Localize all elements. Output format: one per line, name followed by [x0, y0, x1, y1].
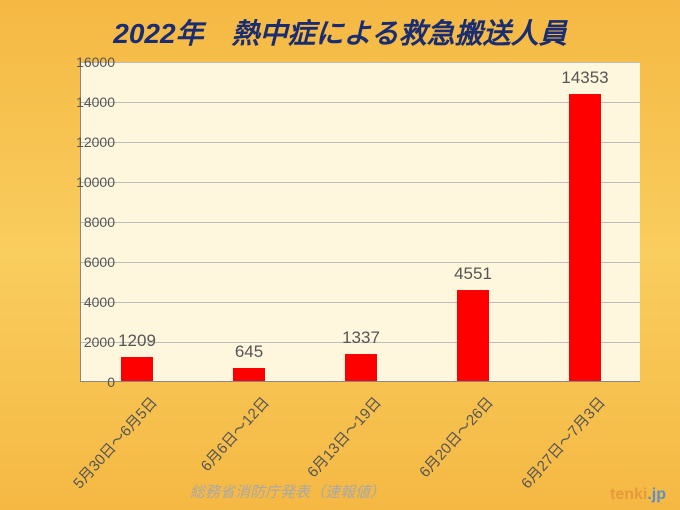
bar — [233, 368, 265, 381]
bar — [569, 94, 601, 381]
bar-value-label: 1337 — [311, 328, 411, 348]
y-tick-label: 16000 — [55, 54, 115, 70]
y-tick-label: 12000 — [55, 134, 115, 150]
bar-value-label: 14353 — [535, 68, 635, 88]
bar — [121, 357, 153, 381]
gridline — [81, 142, 640, 143]
x-tick-label: 5月30日～6月5日 — [59, 392, 162, 503]
y-tick-label: 0 — [55, 374, 115, 390]
gridline — [81, 222, 640, 223]
x-tick-label: 6月20日～26日 — [395, 392, 498, 503]
y-tick-label: 2000 — [55, 334, 115, 350]
x-tick-label: 6月27日～7月3日 — [507, 392, 610, 503]
gridline — [81, 62, 640, 63]
bar — [457, 290, 489, 381]
bar-value-label: 4551 — [423, 264, 523, 284]
y-tick-label: 10000 — [55, 174, 115, 190]
gridline — [81, 102, 640, 103]
watermark: tenki.jp — [610, 486, 666, 504]
gridline — [81, 182, 640, 183]
chart-container: 2022年 熱中症による救急搬送人員 12096451337455114353 … — [0, 0, 680, 510]
watermark-t: tenki — [610, 486, 647, 503]
y-tick-label: 6000 — [55, 254, 115, 270]
gridline — [81, 302, 640, 303]
y-tick-label: 8000 — [55, 214, 115, 230]
y-tick-label: 14000 — [55, 94, 115, 110]
watermark-jp: jp — [652, 486, 666, 503]
chart-title: 2022年 熱中症による救急搬送人員 — [0, 0, 680, 52]
plot-area: 12096451337455114353 — [80, 62, 640, 382]
y-tick-label: 4000 — [55, 294, 115, 310]
bar-value-label: 645 — [199, 342, 299, 362]
gridline — [81, 262, 640, 263]
bar — [345, 354, 377, 381]
